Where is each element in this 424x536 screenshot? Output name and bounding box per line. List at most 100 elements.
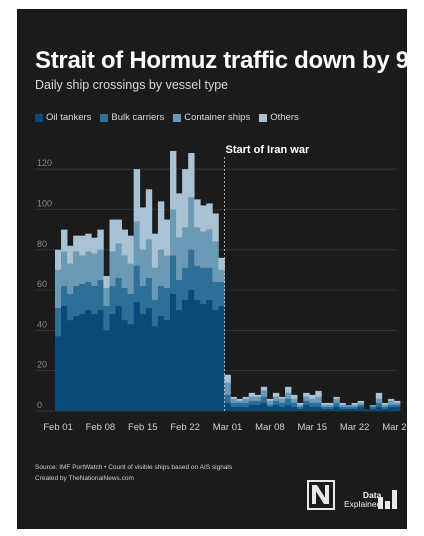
bar-oil-tankers-30 <box>236 406 243 411</box>
bar-others-13 <box>133 169 141 222</box>
bar-others-1 <box>61 229 68 252</box>
bar-bulk-carriers-10 <box>115 277 122 307</box>
bar-chart-icon <box>378 490 397 509</box>
chart-title: Strait of Hormuz traffic down by 95% <box>35 47 424 74</box>
bar-bulk-carriers-3 <box>73 286 80 317</box>
x-tick-label-feb-08: Feb 08 <box>86 422 116 433</box>
bar-others-42 <box>309 394 316 399</box>
y-tick-label-60: 60 <box>37 279 47 289</box>
bar-container-ships-49 <box>351 404 359 407</box>
bar-others-18 <box>163 219 171 256</box>
bar-bulk-carriers-50 <box>357 404 365 407</box>
bar-bulk-carriers-8 <box>103 306 110 331</box>
bar-others-32 <box>248 392 256 397</box>
bar-others-4 <box>79 235 86 256</box>
bar-others-36 <box>272 392 280 397</box>
stacked-bar-chart: 0 20 40 60 80 100 120 Feb 01 Feb 08 Feb 15 Feb 22… <box>35 144 407 433</box>
y-tick-label-20: 20 <box>37 360 47 370</box>
bar-bulk-carriers-1 <box>61 286 68 307</box>
bar-container-ships-7 <box>97 249 104 280</box>
bar-container-ships-48 <box>345 404 352 407</box>
bar-container-ships-14 <box>139 249 147 287</box>
bar-container-ships-41 <box>303 396 310 401</box>
bars <box>55 151 401 411</box>
bar-bulk-carriers-34 <box>260 396 268 403</box>
bar-container-ships-39 <box>291 398 298 403</box>
x-tick-label-mar-08: Mar 08 <box>255 422 285 433</box>
bar-oil-tankers-43 <box>315 406 322 411</box>
legend-label-oil-tankers: Oil tankers <box>46 112 92 123</box>
bar-others-23 <box>194 199 201 228</box>
bar-others-2 <box>67 245 74 264</box>
legend-label-bulk-carriers: Bulk carriers <box>111 112 165 123</box>
bar-container-ships-53 <box>375 398 383 403</box>
bar-bulk-carriers-30 <box>236 402 243 407</box>
legend-item-others: Others <box>259 112 299 123</box>
legend-item-oil-tankers: Oil tankers <box>35 112 91 123</box>
bar-oil-tankers-50 <box>357 406 365 411</box>
bar-container-ships-45 <box>327 404 334 407</box>
bar-others-40 <box>297 402 304 405</box>
bar-oil-tankers-19 <box>170 294 177 411</box>
bar-bulk-carriers-5 <box>85 282 92 311</box>
bar-oil-tankers-44 <box>321 408 328 411</box>
bar-oil-tankers-8 <box>103 330 110 411</box>
bar-bulk-carriers-48 <box>345 406 352 409</box>
bar-others-27 <box>218 257 225 270</box>
bar-oil-tankers-17 <box>157 316 165 411</box>
bar-bulk-carriers-31 <box>242 402 250 407</box>
bar-others-29 <box>230 396 237 399</box>
bar-container-ships-20 <box>176 237 183 280</box>
bar-others-12 <box>127 235 135 264</box>
bar-container-ships-2 <box>67 263 74 295</box>
bar-oil-tankers-28 <box>224 402 231 411</box>
bar-bulk-carriers-19 <box>170 255 177 295</box>
bar-bulk-carriers-35 <box>266 404 274 407</box>
bar-bulk-carriers-11 <box>121 288 128 321</box>
bar-others-16 <box>151 233 159 268</box>
bar-container-ships-38 <box>285 392 292 399</box>
chart-subtitle: Daily ship crossings by vessel type <box>35 78 229 92</box>
bar-bulk-carriers-43 <box>315 402 322 407</box>
bar-oil-tankers-5 <box>85 310 92 411</box>
bar-bulk-carriers-22 <box>188 249 195 291</box>
bar-oil-tankers-55 <box>387 406 395 411</box>
bar-oil-tankers-54 <box>381 408 389 411</box>
bar-container-ships-50 <box>357 402 365 405</box>
bar-container-ships-19 <box>170 209 177 256</box>
bar-bulk-carriers-28 <box>224 394 231 403</box>
bar-container-ships-37 <box>278 398 286 403</box>
bar-oil-tankers-29 <box>230 406 237 411</box>
bar-oil-tankers-13 <box>133 302 141 411</box>
bar-bulk-carriers-17 <box>157 286 165 317</box>
bar-oil-tankers-21 <box>182 300 189 411</box>
bar-container-ships-27 <box>218 269 225 283</box>
bar-others-7 <box>97 229 104 250</box>
bar-container-ships-10 <box>115 243 122 278</box>
bar-bulk-carriers-36 <box>272 400 280 405</box>
bar-container-ships-12 <box>127 263 135 295</box>
bar-oil-tankers-23 <box>194 300 201 411</box>
bar-oil-tankers-12 <box>127 324 135 411</box>
bar-container-ships-47 <box>339 404 346 407</box>
bar-container-ships-1 <box>61 251 68 287</box>
bar-others-55 <box>387 398 395 401</box>
bar-others-28 <box>224 374 231 383</box>
bar-oil-tankers-32 <box>248 404 256 411</box>
bar-oil-tankers-45 <box>327 408 334 411</box>
bar-container-ships-11 <box>121 255 128 289</box>
x-tick-label-feb-15: Feb 15 <box>128 422 158 433</box>
bar-others-44 <box>321 402 328 405</box>
bar-oil-tankers-6 <box>91 314 98 411</box>
bar-others-25 <box>206 203 213 230</box>
bar-bulk-carriers-25 <box>206 267 213 301</box>
bar-others-38 <box>285 386 292 393</box>
bar-others-26 <box>212 213 219 242</box>
bar-bulk-carriers-42 <box>309 402 316 407</box>
x-tick-label-feb-22: Feb 22 <box>170 422 200 433</box>
bar-others-56 <box>393 400 401 403</box>
bar-bulk-carriers-53 <box>375 402 383 407</box>
logo-line-2: Explained <box>344 499 382 509</box>
bar-others-21 <box>182 169 189 228</box>
bar-container-ships-44 <box>321 404 328 407</box>
